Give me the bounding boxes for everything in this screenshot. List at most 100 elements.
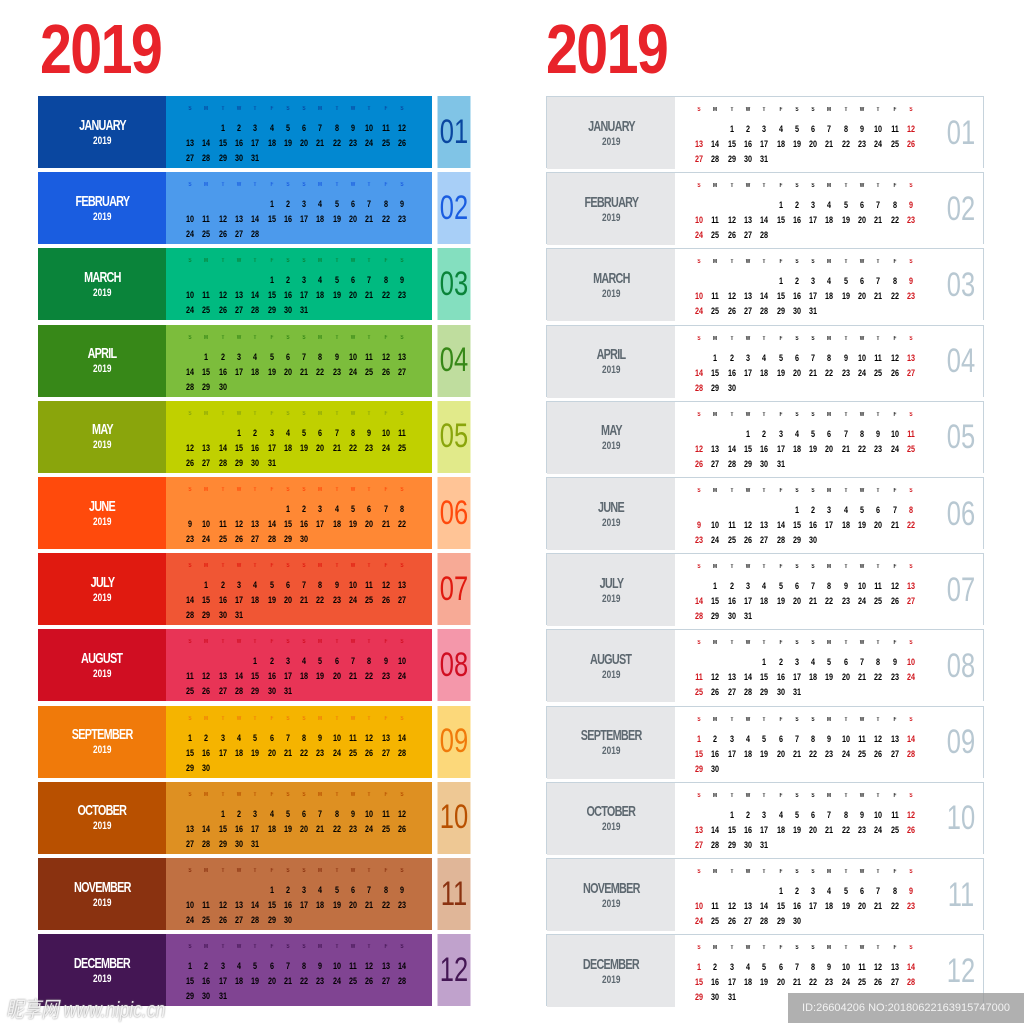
weekday-label: S	[400, 410, 404, 417]
day-number: 10	[711, 520, 720, 530]
weekday-label: T	[221, 487, 225, 493]
day-number: 10	[348, 580, 357, 591]
day-number: 5	[334, 885, 339, 895]
day-number: 16	[776, 672, 785, 683]
month-number: 07	[946, 570, 976, 609]
weekday-label: M	[318, 106, 323, 112]
day-number: 15	[251, 671, 260, 682]
day-number: 6	[334, 656, 339, 667]
weekday-label: M	[318, 639, 323, 646]
weekday-label: S	[400, 715, 404, 722]
day-number: 22	[890, 901, 899, 911]
day-number: 12	[727, 291, 736, 302]
weekday-label: W	[350, 334, 356, 341]
weekday-label: S	[909, 183, 913, 190]
day-number: 29	[267, 915, 276, 925]
weekday-label: W	[350, 791, 356, 798]
day-number: 28	[727, 458, 736, 469]
day-number: 8	[827, 581, 832, 592]
day-number: 2	[778, 657, 783, 668]
day-number: 27	[906, 367, 915, 378]
day-number: 11	[381, 123, 390, 133]
day-number: 31	[776, 458, 785, 469]
month-year: 2019	[601, 973, 621, 986]
weekday-label: W	[745, 183, 751, 190]
day-number: 11	[858, 962, 866, 973]
day-number: 26	[397, 823, 406, 834]
day-number: 4	[827, 200, 832, 211]
day-number: 27	[234, 305, 243, 316]
day-number: 22	[365, 671, 374, 682]
day-number: 5	[794, 809, 799, 820]
weekday-label: S	[286, 944, 290, 951]
month-label-panel: DECEMBER 2019	[38, 934, 166, 1007]
weekday-label: W	[350, 868, 356, 874]
weekday-label: M	[318, 410, 323, 417]
month-row-october: OCTOBER 2019 S M T W T F S S M T W T F S 1 2 3 4 5 6 7 8 9 10 11 12…	[546, 781, 984, 855]
weekday-label: S	[697, 716, 701, 723]
weekday-label: T	[844, 183, 848, 190]
weekday-label: T	[367, 563, 371, 570]
day-number: 20	[857, 901, 866, 911]
day-number: 30	[711, 992, 720, 1003]
day-number: 12	[218, 900, 227, 910]
day-number: 12	[397, 123, 406, 133]
day-number: 19	[316, 671, 325, 682]
day-number: 2	[713, 733, 718, 744]
weekday-label: S	[811, 335, 815, 342]
month-number: 10	[946, 799, 976, 838]
weekday-label: W	[236, 791, 242, 798]
day-number: 26	[890, 596, 899, 607]
day-number: 9	[350, 808, 355, 819]
weekday-label: S	[400, 563, 404, 570]
weekday-label: T	[762, 107, 766, 113]
weekday-label: S	[188, 182, 192, 189]
day-number: 18	[760, 367, 769, 378]
day-number: 19	[348, 519, 357, 529]
day-number: 11	[218, 519, 227, 529]
month-year: 2019	[601, 211, 621, 224]
weekday-label: W	[236, 334, 242, 341]
weekday-label: T	[762, 564, 766, 571]
day-number: 7	[367, 199, 372, 210]
day-number: 10	[185, 290, 194, 301]
day-number: 3	[762, 124, 767, 134]
weekday-label: F	[893, 335, 897, 342]
month-year: 2019	[92, 363, 112, 376]
day-number: 3	[220, 961, 225, 972]
day-number: 29	[760, 687, 769, 698]
month-name: SEPTEMBER	[580, 727, 642, 745]
weekday-label: T	[876, 411, 880, 418]
weekday-label: T	[876, 488, 880, 494]
weekday-label: M	[827, 259, 832, 266]
day-number: 25	[890, 824, 899, 835]
day-number: 22	[381, 290, 390, 301]
day-number: 30	[251, 457, 260, 468]
day-number: 27	[234, 229, 243, 240]
day-number: 10	[857, 581, 866, 592]
weekday-label: F	[893, 411, 897, 418]
weekday-label: M	[318, 944, 323, 951]
day-number: 16	[711, 748, 720, 759]
weekday-label: F	[893, 716, 897, 723]
day-number: 7	[811, 581, 816, 592]
day-number: 19	[841, 291, 850, 302]
month-year: 2019	[92, 972, 112, 985]
day-number: 26	[727, 230, 736, 241]
day-number: 26	[365, 976, 374, 987]
day-grid: S M T W T F S S M T W T F S 1 2 3 4 5 6 7 8 9 10 11 12 13 14 15 16 17 1…	[675, 325, 983, 398]
weekday-label: M	[204, 410, 209, 417]
month-label-panel: FEBRUARY 2019	[547, 173, 675, 246]
day-number: 19	[283, 823, 292, 834]
day-number: 14	[760, 901, 769, 911]
weekday-label: M	[318, 258, 323, 265]
day-number: 13	[727, 672, 736, 683]
weekday-label: F	[270, 410, 273, 417]
day-number: 19	[776, 367, 785, 378]
day-number: 4	[778, 124, 783, 134]
day-number: 10	[185, 214, 194, 225]
day-number: 15	[694, 977, 703, 988]
day-number: 1	[253, 656, 258, 667]
day-number: 23	[316, 976, 325, 987]
weekday-label: T	[253, 639, 257, 646]
